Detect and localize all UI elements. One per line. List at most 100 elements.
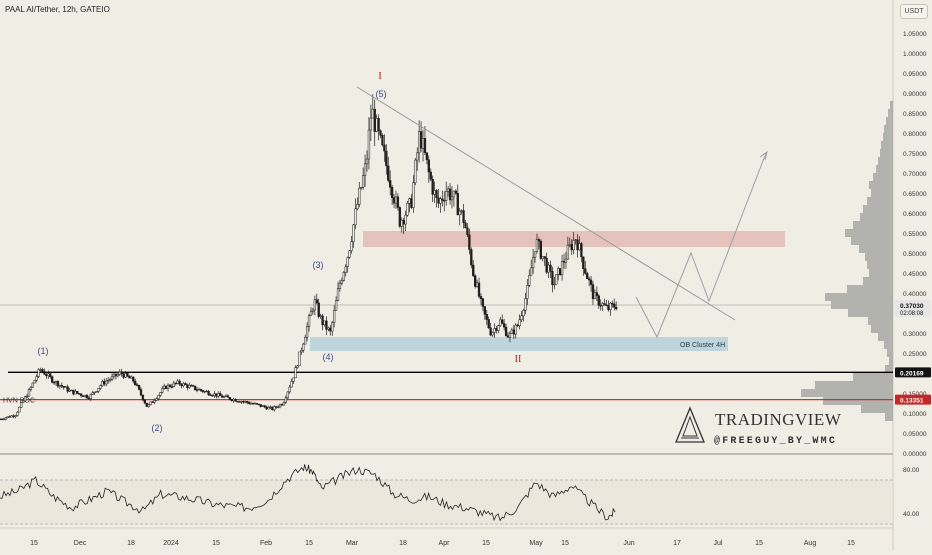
volume-profile-bar [871,325,893,333]
volume-profile-bar [885,413,893,421]
candle-body [241,401,243,402]
candle-body [436,190,438,197]
volume-profile-bar [815,381,893,389]
volume-profile-bar [863,205,893,213]
candle-body [355,209,357,225]
candle-body [190,385,192,386]
time-tick-label: Apr [439,540,451,547]
volume-profile-bar [869,269,893,277]
currency-badge[interactable]: USDT [900,4,928,19]
candle-body [9,417,11,418]
candle-body [107,380,109,381]
candle-body [461,211,463,212]
watermark-brand: TRADINGVIEW [715,410,841,430]
candle-body [546,258,548,272]
candle-body [517,325,519,326]
price-tick-label: 0.95000 [903,71,927,78]
candle-body [453,191,455,197]
candle-body [111,376,113,379]
candle-body [188,385,190,387]
volume-profile-bar [847,285,893,293]
candle-body [424,138,426,152]
candle-body [32,383,34,387]
candle-body [67,387,69,392]
candle-body [167,385,169,389]
candle-body [101,381,103,385]
wave-label: (2) [152,423,163,433]
candle-body [74,391,76,394]
candle-body [571,244,573,249]
candle-body [140,389,142,395]
candle-body [144,400,146,403]
candle-body [306,326,308,337]
candle-body [405,215,407,224]
candle-body [478,283,480,297]
candle-body [387,166,389,181]
candle-body [22,401,24,403]
candle-body [468,235,470,250]
candle-body [376,118,378,131]
candle-body [318,303,320,317]
price-badge-label: 0.37030 [900,303,924,310]
candle-body [337,289,339,301]
candle-body [399,207,401,226]
candle-body [196,390,198,391]
candle-body [542,256,544,258]
candle-body [84,395,86,396]
candle-body [210,395,212,396]
volume-profile-bar [881,141,893,149]
candle-body [298,352,300,366]
volume-profile-bar [890,101,893,109]
candle-body [513,330,515,334]
candle-body [439,199,441,204]
volume-profile-bar [825,293,893,301]
candle-body [248,403,250,404]
candle-body [53,382,55,383]
candle-body [509,334,511,337]
candle-body [285,398,287,402]
candle-body [557,268,559,274]
candle-body [177,381,179,383]
candle-body [507,336,509,337]
candle-body [57,381,59,386]
candle-body [123,374,125,377]
candle-body [484,307,486,315]
candle-body [358,188,360,204]
volume-profile-bar [887,349,893,357]
candle-body [584,269,586,274]
candle-body [15,416,17,417]
price-tick-label: 0.40000 [903,291,927,298]
candle-body [411,199,413,208]
candle-body [536,240,538,252]
candle-body [156,399,158,401]
candle-body [470,250,472,266]
candle-body [300,350,302,352]
candle-body [277,407,279,408]
candle-body [511,330,513,334]
candle-body [175,383,177,384]
volume-profile-bar [859,245,893,253]
symbol-title[interactable]: PAAL AI/Tether, 12h, GATEIO [5,5,110,14]
candle-body [273,407,275,410]
candle-body [202,390,204,391]
candle-body [563,261,565,262]
candle-body [171,387,173,388]
candle-body [407,203,409,215]
candle-body [136,385,138,386]
candle-body [283,402,285,405]
volume-profile-bar [884,341,893,349]
candle-body [372,109,374,118]
candle-body [148,405,150,407]
volume-profile-bar [848,309,893,317]
candle-body [229,397,231,399]
candle-body [260,404,262,406]
candle-body [13,416,15,417]
candle-body [105,381,107,384]
price-tick-label: 0.80000 [903,131,927,138]
candle-body [401,220,403,226]
candle-body [42,369,44,371]
candle-body [157,395,159,398]
